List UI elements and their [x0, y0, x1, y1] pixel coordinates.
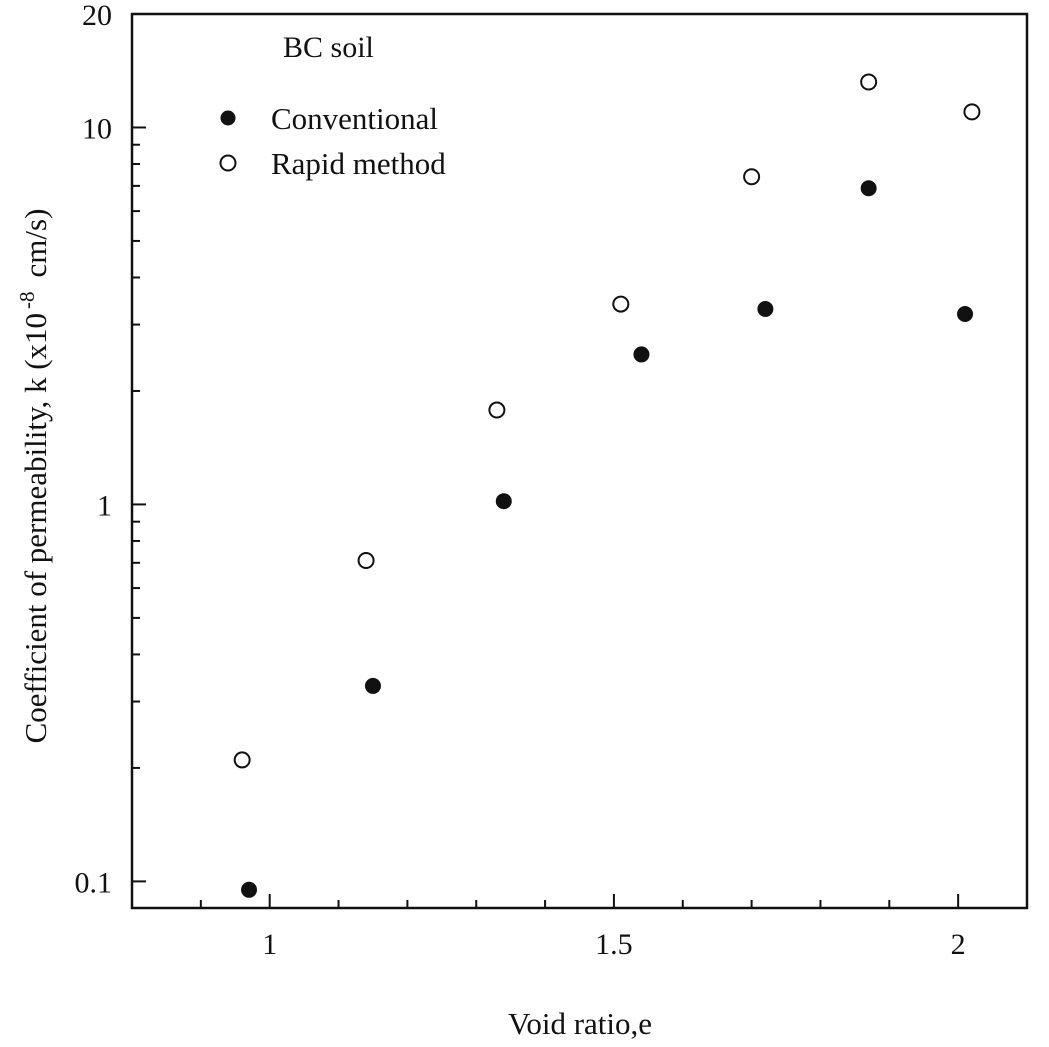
x-tick-label: 2	[951, 928, 966, 961]
x-tick-label: 1.5	[595, 928, 633, 961]
point-rapid-method	[743, 168, 761, 186]
x-tick-label: 1	[262, 928, 277, 961]
point-conventional	[633, 346, 650, 363]
y-axis-title-main: Coefficient of permeability, k (x10	[18, 313, 53, 743]
point-rapid-method	[860, 73, 878, 91]
point-conventional	[757, 300, 774, 317]
y-axis-title: Coefficient of permeability, k (x10 -8 cm/…	[15, 209, 53, 744]
x-axis-title: Void ratio,e	[508, 1006, 652, 1041]
point-conventional	[495, 493, 512, 510]
legend-marker-conventional	[220, 110, 236, 126]
legend-marker-rapid-method	[219, 154, 237, 172]
point-rapid-method	[612, 295, 630, 313]
x-axis-ticks: 1 1.5 2	[131, 894, 1028, 961]
y-axis-title-unit: cm/s)	[18, 209, 53, 278]
y-axis-title-exponent: -8	[15, 291, 39, 309]
point-conventional	[957, 306, 974, 323]
plot-area-frame	[130, 12, 1029, 910]
point-conventional	[860, 180, 877, 197]
point-conventional	[241, 881, 258, 898]
y-tick-label: 1	[97, 489, 112, 522]
y-axis-ticks: 0.1 1 10 20	[75, 0, 146, 899]
point-rapid-method	[963, 103, 981, 121]
data-points	[233, 73, 981, 898]
y-tick-label: 20	[82, 0, 112, 32]
point-conventional	[364, 677, 381, 694]
point-rapid-method	[357, 552, 375, 570]
legend-label-rapid-method: Rapid method	[271, 146, 446, 181]
y-tick-label: 0.1	[75, 866, 113, 899]
legend: Conventional Rapid method	[219, 101, 446, 181]
point-rapid-method	[488, 401, 506, 419]
point-rapid-method	[233, 751, 251, 769]
legend-label-conventional: Conventional	[271, 101, 438, 136]
y-tick-label: 10	[82, 112, 112, 145]
chart-title: BC soil	[283, 31, 374, 64]
